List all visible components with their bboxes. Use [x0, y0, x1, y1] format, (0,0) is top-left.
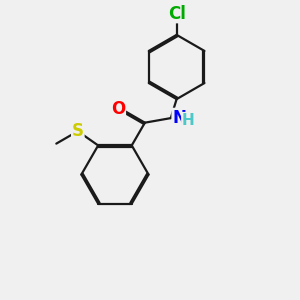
Text: N: N: [172, 109, 186, 127]
Text: H: H: [182, 113, 195, 128]
Text: S: S: [72, 122, 84, 140]
Text: Cl: Cl: [168, 4, 186, 22]
Text: O: O: [111, 100, 125, 118]
